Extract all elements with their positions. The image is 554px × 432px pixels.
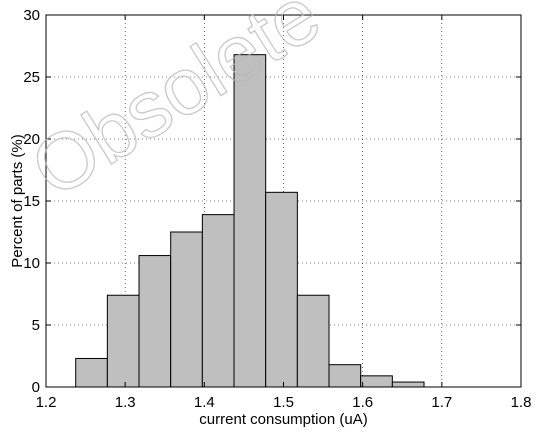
y-tick-label: 5 — [32, 317, 40, 334]
y-tick-label: 0 — [32, 379, 40, 396]
x-tick-label: 1.5 — [273, 394, 294, 411]
y-tick-label: 20 — [23, 131, 40, 148]
histogram-bar — [233, 54, 267, 388]
tick-marks — [45, 14, 522, 388]
x-tick-label: 1.7 — [431, 394, 452, 411]
histogram-bar — [360, 375, 393, 388]
x-tick-label: 1.3 — [115, 394, 136, 411]
histogram-bar — [296, 294, 330, 388]
histogram-bar — [170, 231, 203, 388]
histogram-bar — [106, 294, 140, 388]
y-tick-labels: 0 5 10 15 20 25 30 — [23, 7, 40, 396]
histogram-bar — [75, 357, 108, 388]
y-tick-label: 30 — [23, 7, 40, 24]
obsolete-watermark: Obsolete — [16, 0, 335, 214]
bars — [75, 54, 425, 388]
histogram-bar — [201, 214, 235, 388]
y-tick-label: 25 — [23, 69, 40, 86]
histogram-bar — [328, 364, 362, 388]
y-axis-label: Percent of parts (%) — [9, 134, 26, 267]
x-tick-label: 1.4 — [194, 394, 215, 411]
histogram-bar — [391, 381, 425, 388]
x-tick-label: 1.8 — [511, 394, 532, 411]
x-tick-label: 1.2 — [36, 394, 57, 411]
x-tick-labels: 1.2 1.3 1.4 1.5 1.6 1.7 1.8 — [36, 394, 532, 411]
x-tick-label: 1.6 — [352, 394, 373, 411]
histogram-bar — [265, 191, 298, 388]
y-tick-label: 10 — [23, 255, 40, 272]
x-axis-label: current consumption (uA) — [199, 411, 367, 428]
histogram-bar — [138, 255, 172, 388]
y-tick-label: 15 — [23, 193, 40, 210]
